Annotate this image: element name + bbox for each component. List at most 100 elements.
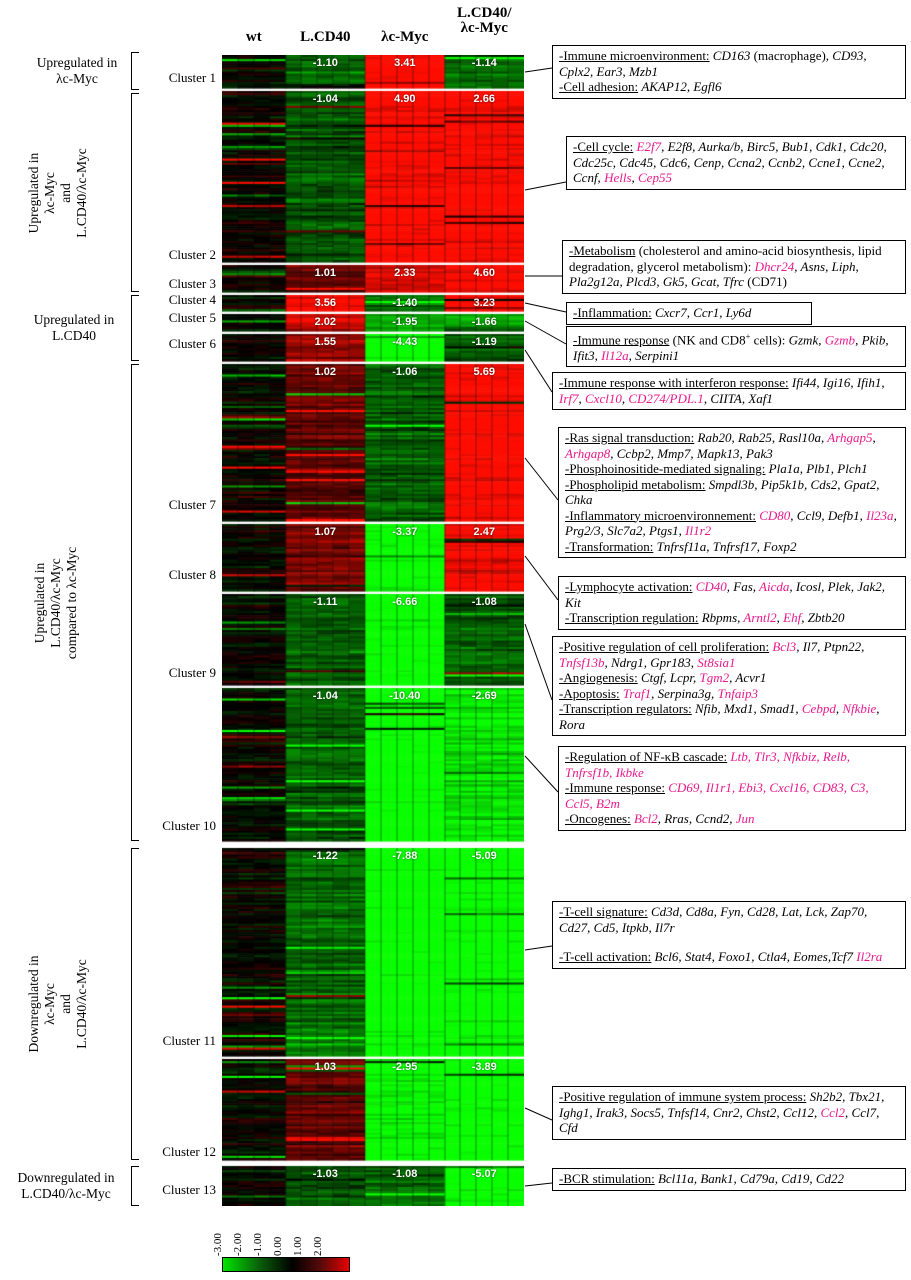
annotation-segment: , — [703, 390, 711, 406]
annotation-segment: + — [745, 331, 751, 341]
cluster-mean-value: -3.89 — [471, 1061, 497, 1073]
cluster-mean-value: -1.06 — [392, 366, 418, 378]
annotation-segment: -Regulation of NF-κB cascade: — [565, 749, 728, 764]
cluster-mean-value: 4.90 — [394, 93, 416, 105]
annotation-box: -Immune microenvironment: CD163 (macroph… — [552, 45, 906, 99]
connector-line — [524, 555, 559, 601]
annotation-segment: -Inflammatory microenvironnement: — [565, 507, 756, 523]
cluster-mean-value: -1.03 — [312, 1168, 338, 1180]
cluster-mean-value: 3.23 — [473, 297, 495, 309]
annotation-section: -Phosphoinositide-mediated signaling: Pl… — [565, 461, 899, 477]
group-label: Downregulated in L.CD40/λc-Myc — [0, 1170, 136, 1202]
annotation-section: -Positive regulation of cell proliferati… — [559, 639, 899, 670]
annotation-box: -Immune response (NK and CD8+ cells): Gz… — [566, 326, 906, 368]
cluster-mean-value: -1.66 — [471, 316, 497, 328]
annotation-segment: -Oncogenes: — [565, 811, 631, 826]
annotation-segment: Arhgap5 — [827, 430, 873, 445]
cluster-label: Cluster 5 — [168, 310, 216, 325]
annotation-segment: Cxcl10 — [585, 390, 622, 406]
annotation-section: -Cell cycle: E2f7, E2f8, Aurka/b, Birc5,… — [573, 139, 899, 186]
annotation-segment: Arntl2 — [743, 610, 777, 625]
annotation-segment: Gzmk, — [788, 332, 825, 348]
annotation-section: -Transcription regulators: Nfib, Mxd1, S… — [559, 701, 899, 732]
annotation-section: -Immune response with interferon respons… — [559, 375, 899, 406]
annotation-segment: Il12a — [601, 347, 629, 363]
annotation-segment: -Transcription regulators: — [559, 701, 692, 716]
annotation-segment: (NK and CD8 — [669, 332, 746, 348]
annotation-section: -Immune response: CD69, Il1r1, Ebi3, Cxc… — [565, 780, 899, 811]
cluster-mean-value: 3.56 — [314, 297, 337, 309]
annotation-segment: CD93, Cplx2, Ear3, Mzb1 — [559, 48, 867, 79]
connector-line — [524, 349, 553, 393]
annotation-segment: -Ras signal transduction: — [565, 430, 695, 445]
annotation-segment: Rab20, Rab25, Rasl10a, — [697, 430, 828, 445]
group-label-line: L.CD40/λc-Myc — [21, 1186, 111, 1201]
cluster-mean-value: -1.40 — [392, 297, 418, 309]
cluster-mean-value: -1.11 — [313, 596, 338, 608]
group-bracket — [131, 1166, 139, 1206]
annotation-segment: Nfkbie — [842, 701, 877, 716]
annotation-segment: , — [578, 390, 585, 406]
annotation-segment: , Acvr1 — [729, 670, 767, 685]
annotation-segment: -Immune microenvironment: — [559, 48, 710, 63]
connector-line — [524, 457, 559, 501]
annotation-segment: Il1r2 — [685, 523, 712, 538]
cluster-mean-value: -1.22 — [312, 850, 338, 862]
annotation-segment: Cebpd — [801, 701, 836, 716]
annotation-section: -Lymphocyte activation: CD40, Fas, Aicda… — [565, 579, 899, 610]
group-label: Upregulated in λc-Myc and L.CD40/λc-Myc — [26, 148, 90, 237]
annotation-box: -BCR stimulation: Bcl11a, Bank1, Cd79a, … — [552, 1168, 906, 1191]
column-header-line: wt — [245, 29, 262, 45]
annotation-segment: Hells — [604, 170, 632, 185]
annotation-segment: Ehf — [783, 610, 802, 625]
annotation-box: -Regulation of NF-κB cascade: Ltb, Tlr3,… — [558, 746, 906, 831]
annotation-box: -Immune response with interferon respons… — [552, 372, 906, 410]
annotation-section: -Transcription regulation: Rbpms, Arntl2… — [565, 610, 899, 626]
annotation-segment: Bcl2 — [633, 811, 658, 826]
cluster-mean-value: 3.41 — [394, 57, 416, 69]
colorbar-tick: 0.00 — [272, 1236, 284, 1256]
group-label-line: λc-Myc — [42, 171, 57, 214]
annotation-segment: Gzmb — [824, 332, 856, 348]
annotation-segment: Smpdl3b, Pip5k1b, Cds2, Gpat2, Chka — [565, 476, 880, 508]
annotation-segment: Cd3d, Cd8a, Fyn, Cd28, Lat, Lck, Zap70, … — [559, 904, 868, 935]
cluster-mean-value: 1.02 — [314, 366, 337, 378]
annotation-segment: , Icosl, Plek, Jak2, Kit — [565, 579, 885, 610]
annotation-segment: AKAP12, Egfl6 — [641, 79, 722, 94]
annotation-segment: , Pkib, Ifit3, — [573, 332, 889, 363]
annotation-segment: CD69, Il1r1, Ebi3, Cxcl16, CD83, C3, Ccl… — [565, 780, 869, 811]
group-label-line: λc-Myc — [56, 71, 98, 86]
group-bracket — [131, 364, 139, 841]
annotation-segment: (cholesterol and amino-acid biosynthesis… — [569, 243, 882, 274]
colorbar-tick: -3.00 — [212, 1233, 224, 1256]
cluster-mean-value: 2.33 — [394, 267, 416, 279]
group-label-line: L.CD40/λc-Myc — [74, 959, 89, 1049]
annotation-segment: CIITA, Xaf1 — [710, 390, 773, 406]
annotation-section: -Transformation: Tnfrsf11a, Tnfrsf17, Fo… — [565, 539, 899, 555]
group-label-line: L.CD40/λc-Myc — [74, 147, 89, 238]
colorbar-tick: -2.00 — [232, 1233, 244, 1256]
group-label-line: Upregulated in — [36, 55, 118, 70]
group-label: Upregulated in λc-Myc — [7, 55, 147, 87]
annotation-segment: , Asns, Liph, Pla2g12a, Plcd3, Gk5, Gcat… — [569, 258, 859, 290]
column-header-line: L.CD40 — [300, 29, 351, 45]
annotation-segment: -Phosphoinositide-mediated signaling: — [565, 461, 766, 476]
heatmap-canvas — [222, 55, 524, 1206]
column-header: wt — [246, 30, 262, 45]
annotation-segment: -Cell cycle: — [573, 139, 634, 154]
annotation-segment: Pla1a, Plb1, Plch1 — [768, 461, 868, 476]
group-label: Upregulated in L.CD40 — [4, 312, 144, 344]
annotation-segment: Cxcr7, Ccr1, Ly6d — [654, 305, 752, 320]
group-bracket — [131, 93, 139, 292]
annotation-section: -Angiogenesis: Ctgf, Lcpr, Tgm2, Acvr1 — [559, 670, 899, 686]
annotation-segment: -Immune response: — [565, 780, 666, 795]
annotation-section: -T-cell activation: Bcl6, Stat4, Foxo1, … — [559, 949, 899, 965]
annotation-segment: , Ccl7, Cfd — [559, 1104, 880, 1136]
cluster-mean-value: -1.10 — [312, 57, 338, 69]
annotation-section: -Immune response (NK and CD8+ cells): Gz… — [573, 329, 899, 363]
annotation-segment: Traf1 — [622, 685, 652, 701]
annotation-segment: , Prg2/3, Slc7a2, Ptgs1, — [565, 507, 897, 539]
cluster-mean-value: -1.19 — [471, 336, 497, 348]
group-label-line: L.CD40/λc-Myc — [48, 557, 63, 648]
annotation-segment: , Rora — [559, 701, 880, 732]
